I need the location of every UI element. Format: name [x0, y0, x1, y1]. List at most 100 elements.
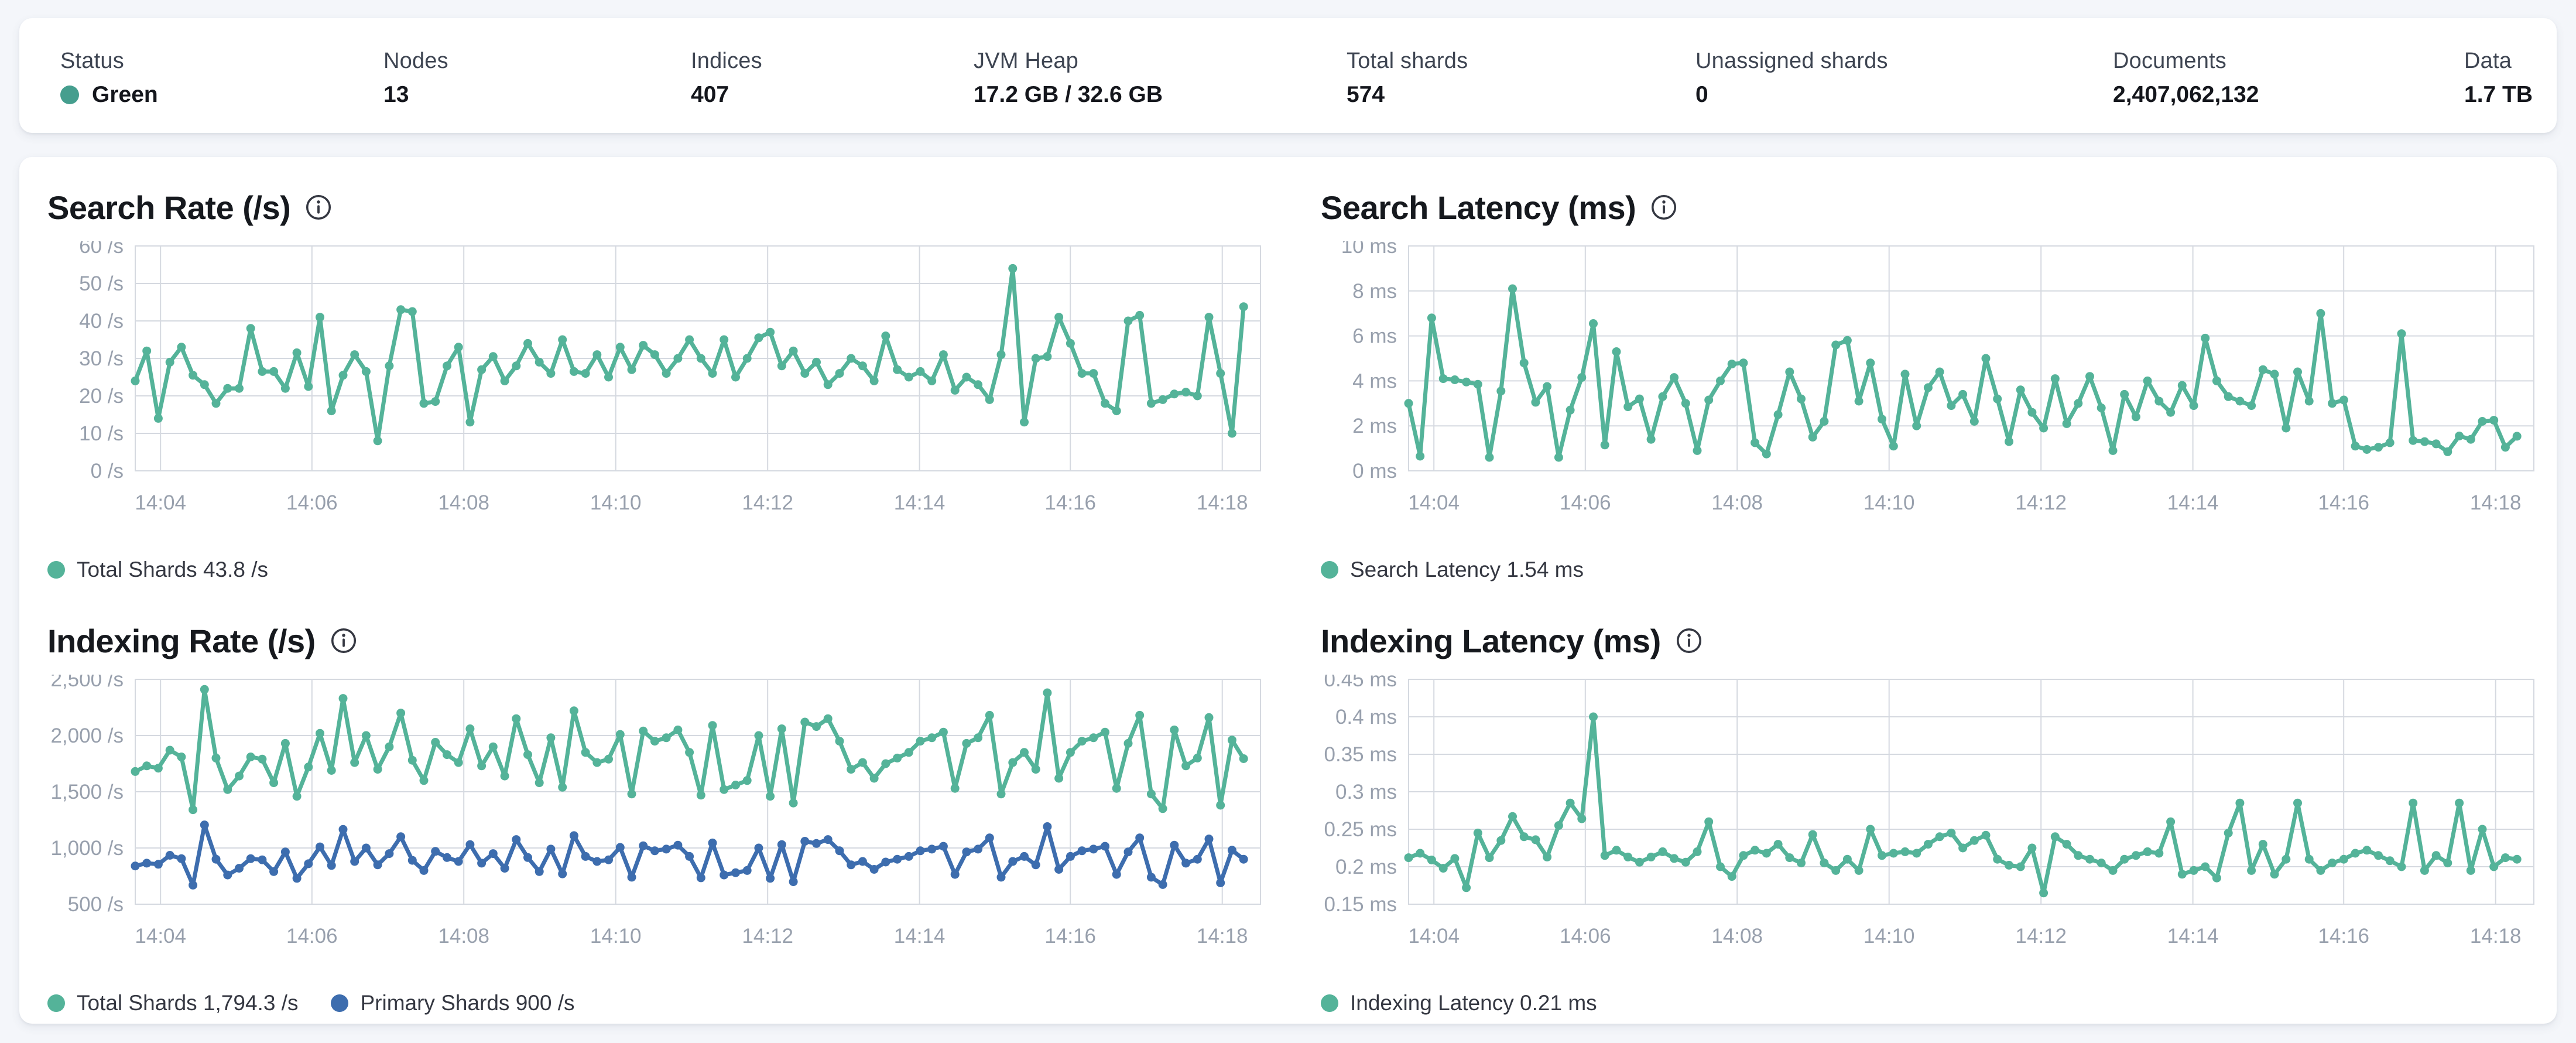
stat-jvm-heap: JVM Heap 17.2 GB / 32.6 GB [974, 47, 1163, 108]
legend-item[interactable]: Total Shards 1,794.3 /s [47, 991, 298, 1015]
svg-text:14:04: 14:04 [1408, 491, 1460, 514]
svg-text:0.4 ms: 0.4 ms [1335, 706, 1397, 729]
stat-value: 17.2 GB / 32.6 GB [974, 82, 1163, 107]
svg-text:14:10: 14:10 [590, 925, 642, 948]
svg-text:14:12: 14:12 [2015, 925, 2067, 948]
svg-text:14:04: 14:04 [1408, 925, 1460, 948]
chart-title: Search Rate (/s) [47, 189, 291, 226]
chart-search-rate: Search Rate (/s) 60 /s 50 /s 40 /s 30 /s 20 … [19, 157, 1293, 590]
legend-item[interactable]: Indexing Latency 0.21 ms [1321, 991, 1597, 1015]
stat-value: 407 [691, 82, 729, 107]
svg-text:14:16: 14:16 [1044, 491, 1096, 514]
metrics-charts-panel: Search Rate (/s) 60 /s 50 /s 40 /s 30 /s 20 … [19, 157, 2557, 1024]
legend-dot-icon [47, 561, 65, 579]
chart-indexing-latency: Indexing Latency (ms) 0.45 ms 0.4 ms 0.35 … [1293, 590, 2566, 1024]
chart-svg: 10 ms 8 ms 6 ms 4 ms 2 ms 0 ms 14:04 14:06 14:08… [1341, 235, 2534, 514]
chart-legend: Total Shards 43.8 /s [47, 558, 1269, 582]
legend-item[interactable]: Search Latency 1.54 ms [1321, 558, 1584, 582]
stat-label: Data [2464, 49, 2512, 73]
chart-legend: Search Latency 1.54 ms [1321, 558, 2543, 582]
chart-legend: Total Shards 1,794.3 /s Primary Shards 90… [47, 991, 1269, 1015]
svg-text:14:10: 14:10 [1864, 491, 1915, 514]
svg-text:2,500 /s: 2,500 /s [50, 675, 124, 691]
svg-text:0 ms: 0 ms [1352, 460, 1397, 483]
stat-total-shards: Total shards 574 [1347, 47, 1468, 108]
chart-plot-area[interactable]: 0.45 ms 0.4 ms 0.35 ms 0.3 ms 0.25 ms 0.2 ms 0… [1321, 668, 2543, 985]
svg-text:14:08: 14:08 [438, 925, 489, 948]
svg-text:14:14: 14:14 [894, 925, 946, 948]
svg-text:14:18: 14:18 [2470, 925, 2522, 948]
chart-svg: 0.45 ms 0.4 ms 0.35 ms 0.3 ms 0.25 ms 0.2 ms 0… [1324, 668, 2534, 948]
svg-text:0.2 ms: 0.2 ms [1335, 856, 1397, 878]
svg-text:1,500 /s: 1,500 /s [50, 781, 124, 803]
svg-text:30 /s: 30 /s [79, 347, 124, 370]
svg-text:14:12: 14:12 [742, 491, 793, 514]
svg-text:14:18: 14:18 [2470, 491, 2522, 514]
svg-text:14:12: 14:12 [742, 925, 793, 948]
svg-text:10 ms: 10 ms [1341, 241, 1397, 258]
info-icon[interactable] [1676, 628, 1702, 654]
svg-text:14:10: 14:10 [1864, 925, 1915, 948]
info-icon[interactable] [1651, 194, 1677, 220]
stat-value: 1.7 TB [2464, 82, 2533, 107]
cluster-summary-bar: Status Green Nodes 13 Indices 407 JVM He… [19, 18, 2557, 133]
svg-text:14:06: 14:06 [1560, 925, 1611, 948]
stat-label: Unassigned shards [1695, 49, 1888, 73]
svg-text:14:08: 14:08 [1711, 925, 1763, 948]
svg-text:14:04: 14:04 [135, 925, 186, 948]
health-status-dot-icon [60, 86, 79, 104]
svg-text:40 /s: 40 /s [79, 310, 124, 333]
info-icon[interactable] [331, 628, 357, 654]
info-icon[interactable] [306, 194, 331, 220]
svg-text:0.35 ms: 0.35 ms [1324, 743, 1397, 766]
svg-text:14:18: 14:18 [1197, 491, 1248, 514]
svg-text:14:16: 14:16 [2318, 925, 2369, 948]
stat-label: Nodes [383, 49, 448, 73]
stat-label: JVM Heap [974, 49, 1079, 73]
legend-label: Primary Shards 900 /s [360, 991, 575, 1015]
chart-plot-area[interactable]: 60 /s 50 /s 40 /s 30 /s 20 /s 10 /s 0 /s 14:04 1… [47, 235, 1269, 552]
svg-text:14:04: 14:04 [135, 491, 186, 514]
legend-dot-icon [331, 994, 349, 1012]
stat-unassigned-shards: Unassigned shards 0 [1695, 47, 1888, 108]
svg-text:14:06: 14:06 [1560, 491, 1611, 514]
svg-text:14:16: 14:16 [2318, 491, 2369, 514]
stat-label: Documents [2113, 49, 2226, 73]
svg-text:14:12: 14:12 [2015, 491, 2067, 514]
stat-value: Green [92, 82, 158, 107]
svg-text:2,000 /s: 2,000 /s [50, 724, 124, 747]
svg-text:20 /s: 20 /s [79, 385, 124, 408]
chart-indexing-rate: Indexing Rate (/s) 2,500 /s 2,000 /s 1,500… [19, 590, 1293, 1024]
legend-label: Indexing Latency 0.21 ms [1350, 991, 1597, 1015]
svg-text:0.3 ms: 0.3 ms [1335, 781, 1397, 803]
stat-value: 13 [383, 82, 409, 107]
svg-text:10 /s: 10 /s [79, 422, 124, 445]
svg-text:1,000 /s: 1,000 /s [50, 837, 124, 860]
stat-value: 574 [1347, 82, 1385, 107]
legend-item[interactable]: Total Shards 43.8 /s [47, 558, 268, 582]
chart-plot-area[interactable]: 2,500 /s 2,000 /s 1,500 /s 1,000 /s 500 /s 14… [47, 668, 1269, 985]
chart-title: Indexing Latency (ms) [1321, 622, 1661, 659]
svg-text:14:06: 14:06 [286, 491, 338, 514]
svg-text:4 ms: 4 ms [1352, 370, 1397, 392]
legend-dot-icon [1321, 994, 1338, 1012]
legend-dot-icon [47, 994, 65, 1012]
stat-label: Total shards [1347, 49, 1468, 73]
svg-text:14:16: 14:16 [1044, 925, 1096, 948]
svg-text:14:10: 14:10 [590, 491, 642, 514]
stat-label: Indices [691, 49, 762, 73]
stat-label: Status [60, 49, 124, 73]
svg-text:50 /s: 50 /s [79, 272, 124, 295]
svg-text:0.45 ms: 0.45 ms [1324, 675, 1397, 691]
legend-dot-icon [1321, 561, 1338, 579]
stat-value: 2,407,062,132 [2113, 82, 2259, 107]
svg-text:0.25 ms: 0.25 ms [1324, 818, 1397, 841]
legend-label: Search Latency 1.54 ms [1350, 558, 1584, 582]
legend-item[interactable]: Primary Shards 900 /s [331, 991, 575, 1015]
chart-plot-area[interactable]: 10 ms 8 ms 6 ms 4 ms 2 ms 0 ms 14:04 14:06 14:08… [1321, 235, 2543, 552]
svg-text:14:14: 14:14 [2167, 491, 2219, 514]
svg-text:14:08: 14:08 [438, 491, 489, 514]
svg-text:0.15 ms: 0.15 ms [1324, 893, 1397, 916]
legend-label: Total Shards 1,794.3 /s [77, 991, 299, 1015]
svg-text:8 ms: 8 ms [1352, 280, 1397, 303]
